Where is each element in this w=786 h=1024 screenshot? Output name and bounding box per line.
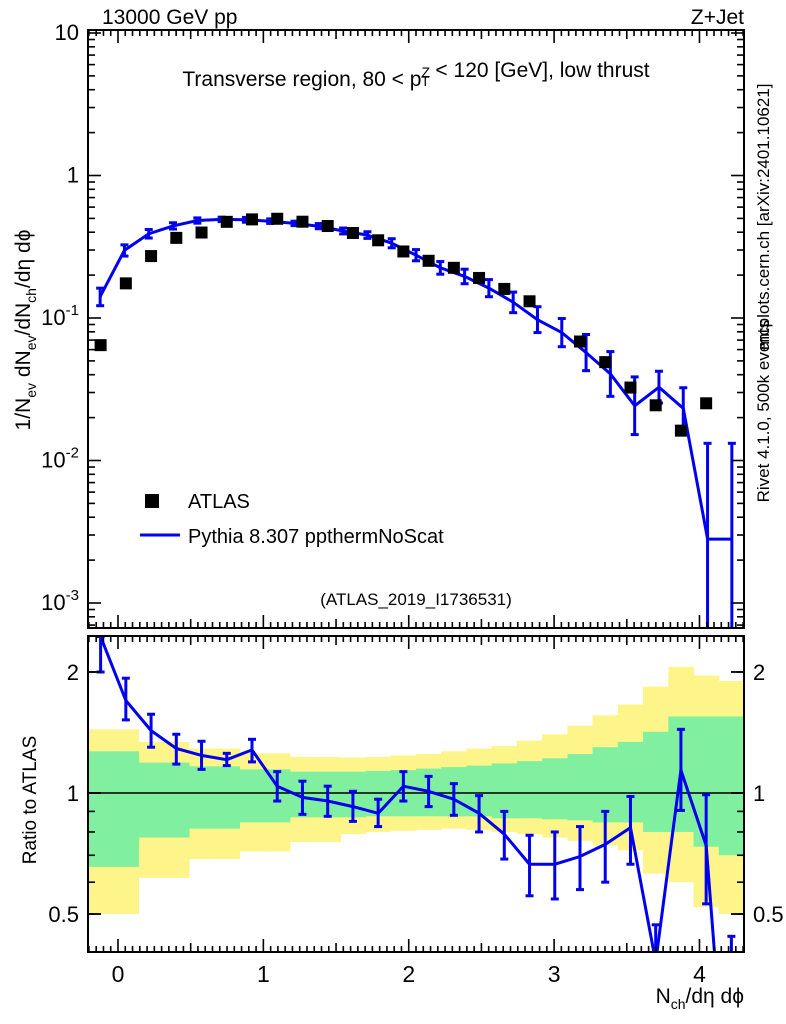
- atlas-data-marker: [649, 399, 662, 412]
- svg-text:Ratio to ATLAS: Ratio to ATLAS: [20, 736, 41, 865]
- analysis-id-watermark: (ATLAS_2019_I1736531): [320, 590, 512, 609]
- atlas-data-marker: [498, 282, 511, 295]
- atlas-data-marker: [220, 215, 233, 228]
- plot-graphics: 10 1 10-1 10-2 10-3 2 2 1 1 0.5 0.5 0 1 2 3 4: [41, 20, 784, 987]
- atlas-data-marker: [473, 271, 486, 284]
- atlas-data-marker: [700, 397, 713, 410]
- atlas-data-marker: [296, 215, 309, 228]
- ratio-y-tick-label-right: 0.5: [753, 902, 784, 927]
- ratio-y-tick-label-right: 2: [753, 660, 765, 685]
- x-tick-label: 2: [402, 961, 415, 987]
- svg-text:1/Nev dNev/dNch/dη dϕ: 1/Nev dNev/dNch/dη dϕ: [12, 230, 39, 431]
- ratio-band-inner: [542, 758, 568, 820]
- main-y-tick-label: 1: [67, 163, 79, 188]
- atlas-data-marker: [599, 356, 612, 369]
- ratio-panel-data: [88, 636, 744, 952]
- plot-title: Transverse region, 80 < pZ T < 120 [GeV],…: [182, 59, 649, 91]
- atlas-data-marker: [246, 213, 258, 226]
- ratio-y-axis-title: Ratio to ATLAS: [20, 736, 41, 865]
- ratio-band-inner: [138, 762, 165, 838]
- legend: ATLAS Pythia 8.307 ppthermNoScat: [140, 491, 444, 548]
- ratio-band-inner: [113, 751, 140, 867]
- ratio-y-tick-label: 2: [67, 660, 79, 685]
- ratio-band-inner: [163, 762, 190, 838]
- atlas-data-marker: [195, 226, 208, 239]
- ratio-band-inner: [239, 769, 266, 823]
- legend-label-pythia: Pythia 8.307 ppthermNoScat: [188, 526, 444, 548]
- process-label: Z+Jet: [691, 6, 744, 29]
- ratio-y-tick-label: 1: [67, 781, 79, 806]
- main-panel-data: [94, 212, 736, 628]
- x-tick-label: 0: [112, 961, 125, 987]
- main-y-tick-label: 10-1: [41, 302, 79, 330]
- ratio-y-tick-label-right: 1: [753, 781, 765, 806]
- main-y-axis-title: 1/Nev dNev/dNch/dη dϕ: [12, 230, 39, 431]
- atlas-data-marker: [422, 254, 435, 267]
- x-axis-title: Nch/dη dϕ: [656, 985, 744, 1012]
- atlas-data-marker: [271, 212, 284, 225]
- main-y-tick-label: 10-3: [41, 587, 79, 615]
- atlas-data-marker: [674, 424, 687, 437]
- ratio-curve: [99, 636, 716, 952]
- rivet-version-label: Rivet 4.1.0, 500k events: [754, 320, 773, 502]
- ratio-band-inner: [643, 731, 669, 832]
- atlas-data-marker: [119, 277, 132, 290]
- atlas-data-marker: [321, 220, 334, 233]
- atlas-data-marker: [574, 335, 586, 348]
- atlas-data-marker: [94, 339, 107, 352]
- ratio-band-inner: [214, 766, 240, 829]
- atlas-data-marker: [145, 250, 158, 263]
- atlas-data-marker: [346, 226, 359, 239]
- ratio-y-tick-label: 0.5: [48, 902, 79, 927]
- ratio-band-inner: [718, 716, 745, 856]
- ratio-band-inner: [516, 761, 543, 819]
- main-y-tick-label: 10: [55, 20, 79, 45]
- ratio-band-inner: [188, 766, 215, 829]
- x-tick-label: 3: [548, 961, 561, 987]
- atlas-data-marker: [397, 245, 410, 258]
- legend-label-atlas: ATLAS: [188, 491, 250, 513]
- atlas-data-marker: [523, 295, 536, 308]
- beam-energy-label: 13000 GeV pp: [102, 6, 237, 29]
- x-tick-label: 1: [257, 961, 270, 987]
- x-tick-label: 4: [693, 961, 706, 987]
- atlas-data-marker: [372, 234, 385, 247]
- main-y-tick-label: 10-2: [41, 445, 79, 473]
- atlas-data-marker: [624, 381, 637, 394]
- legend-marker-atlas: [145, 494, 159, 508]
- ratio-band-inner: [592, 747, 619, 823]
- ratio-band-inner: [567, 754, 594, 821]
- atlas-data-marker: [170, 231, 183, 244]
- ratio-band-inner: [491, 763, 518, 819]
- ratio-band-inner: [88, 751, 114, 867]
- atlas-data-marker: [447, 261, 460, 274]
- mcplots-reference-label: mcplots.cern.ch [arXiv:2401.10621]: [754, 84, 773, 350]
